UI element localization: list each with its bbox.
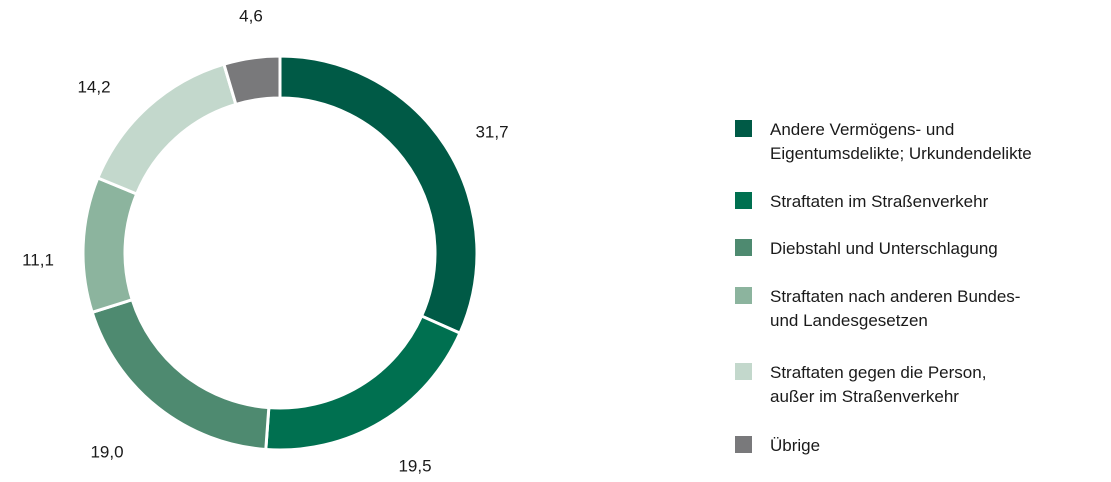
donut-slice [278,54,479,336]
legend-item-vermoegensdelikte: Andere Vermögens- und Eigentumsdelikte; … [735,118,1110,166]
legend-swatch [735,287,752,304]
legend-label: Straftaten im Straßenverkehr [770,192,989,211]
data-label: 19,5 [398,456,431,475]
donut-slice [222,54,282,107]
legend-item-bundesgesetze: Straftaten nach anderen Bundes- und Land… [735,285,1110,333]
data-label: 31,7 [475,122,508,141]
donut-chart: 31,7 19,5 19,0 11,1 14,2 4,6 [22,6,508,475]
data-label: 11,1 [22,250,54,269]
legend-item-diebstahl: Diebstahl und Unterschlagung [735,237,1110,261]
data-label: 19,0 [90,442,123,461]
legend-swatch [735,120,752,137]
donut-slice [81,176,139,315]
legend-label: Straftaten nach anderen Bundes- und Land… [770,287,1021,330]
legend-item-uebrige: Übrige [735,434,1110,458]
legend-label: Straftaten gegen die Person, außer im St… [770,363,987,406]
legend-swatch [735,436,752,453]
legend-swatch [735,192,752,209]
data-label: 14,2 [77,77,110,96]
donut-slice [264,314,462,452]
legend-item-person: Straftaten gegen die Person, außer im St… [735,361,1110,409]
data-label: 4,6 [239,6,263,25]
legend-label: Übrige [770,436,821,455]
donut-slice [95,62,238,196]
legend-label: Diebstahl und Unterschlagung [770,239,998,258]
legend-swatch [735,363,752,380]
legend-item-strassenverkehr: Straftaten im Straßenverkehr [735,190,1110,214]
legend-swatch [735,239,752,256]
legend-label: Andere Vermögens- und Eigentumsdelikte; … [770,120,1032,163]
donut-slice [90,297,271,452]
